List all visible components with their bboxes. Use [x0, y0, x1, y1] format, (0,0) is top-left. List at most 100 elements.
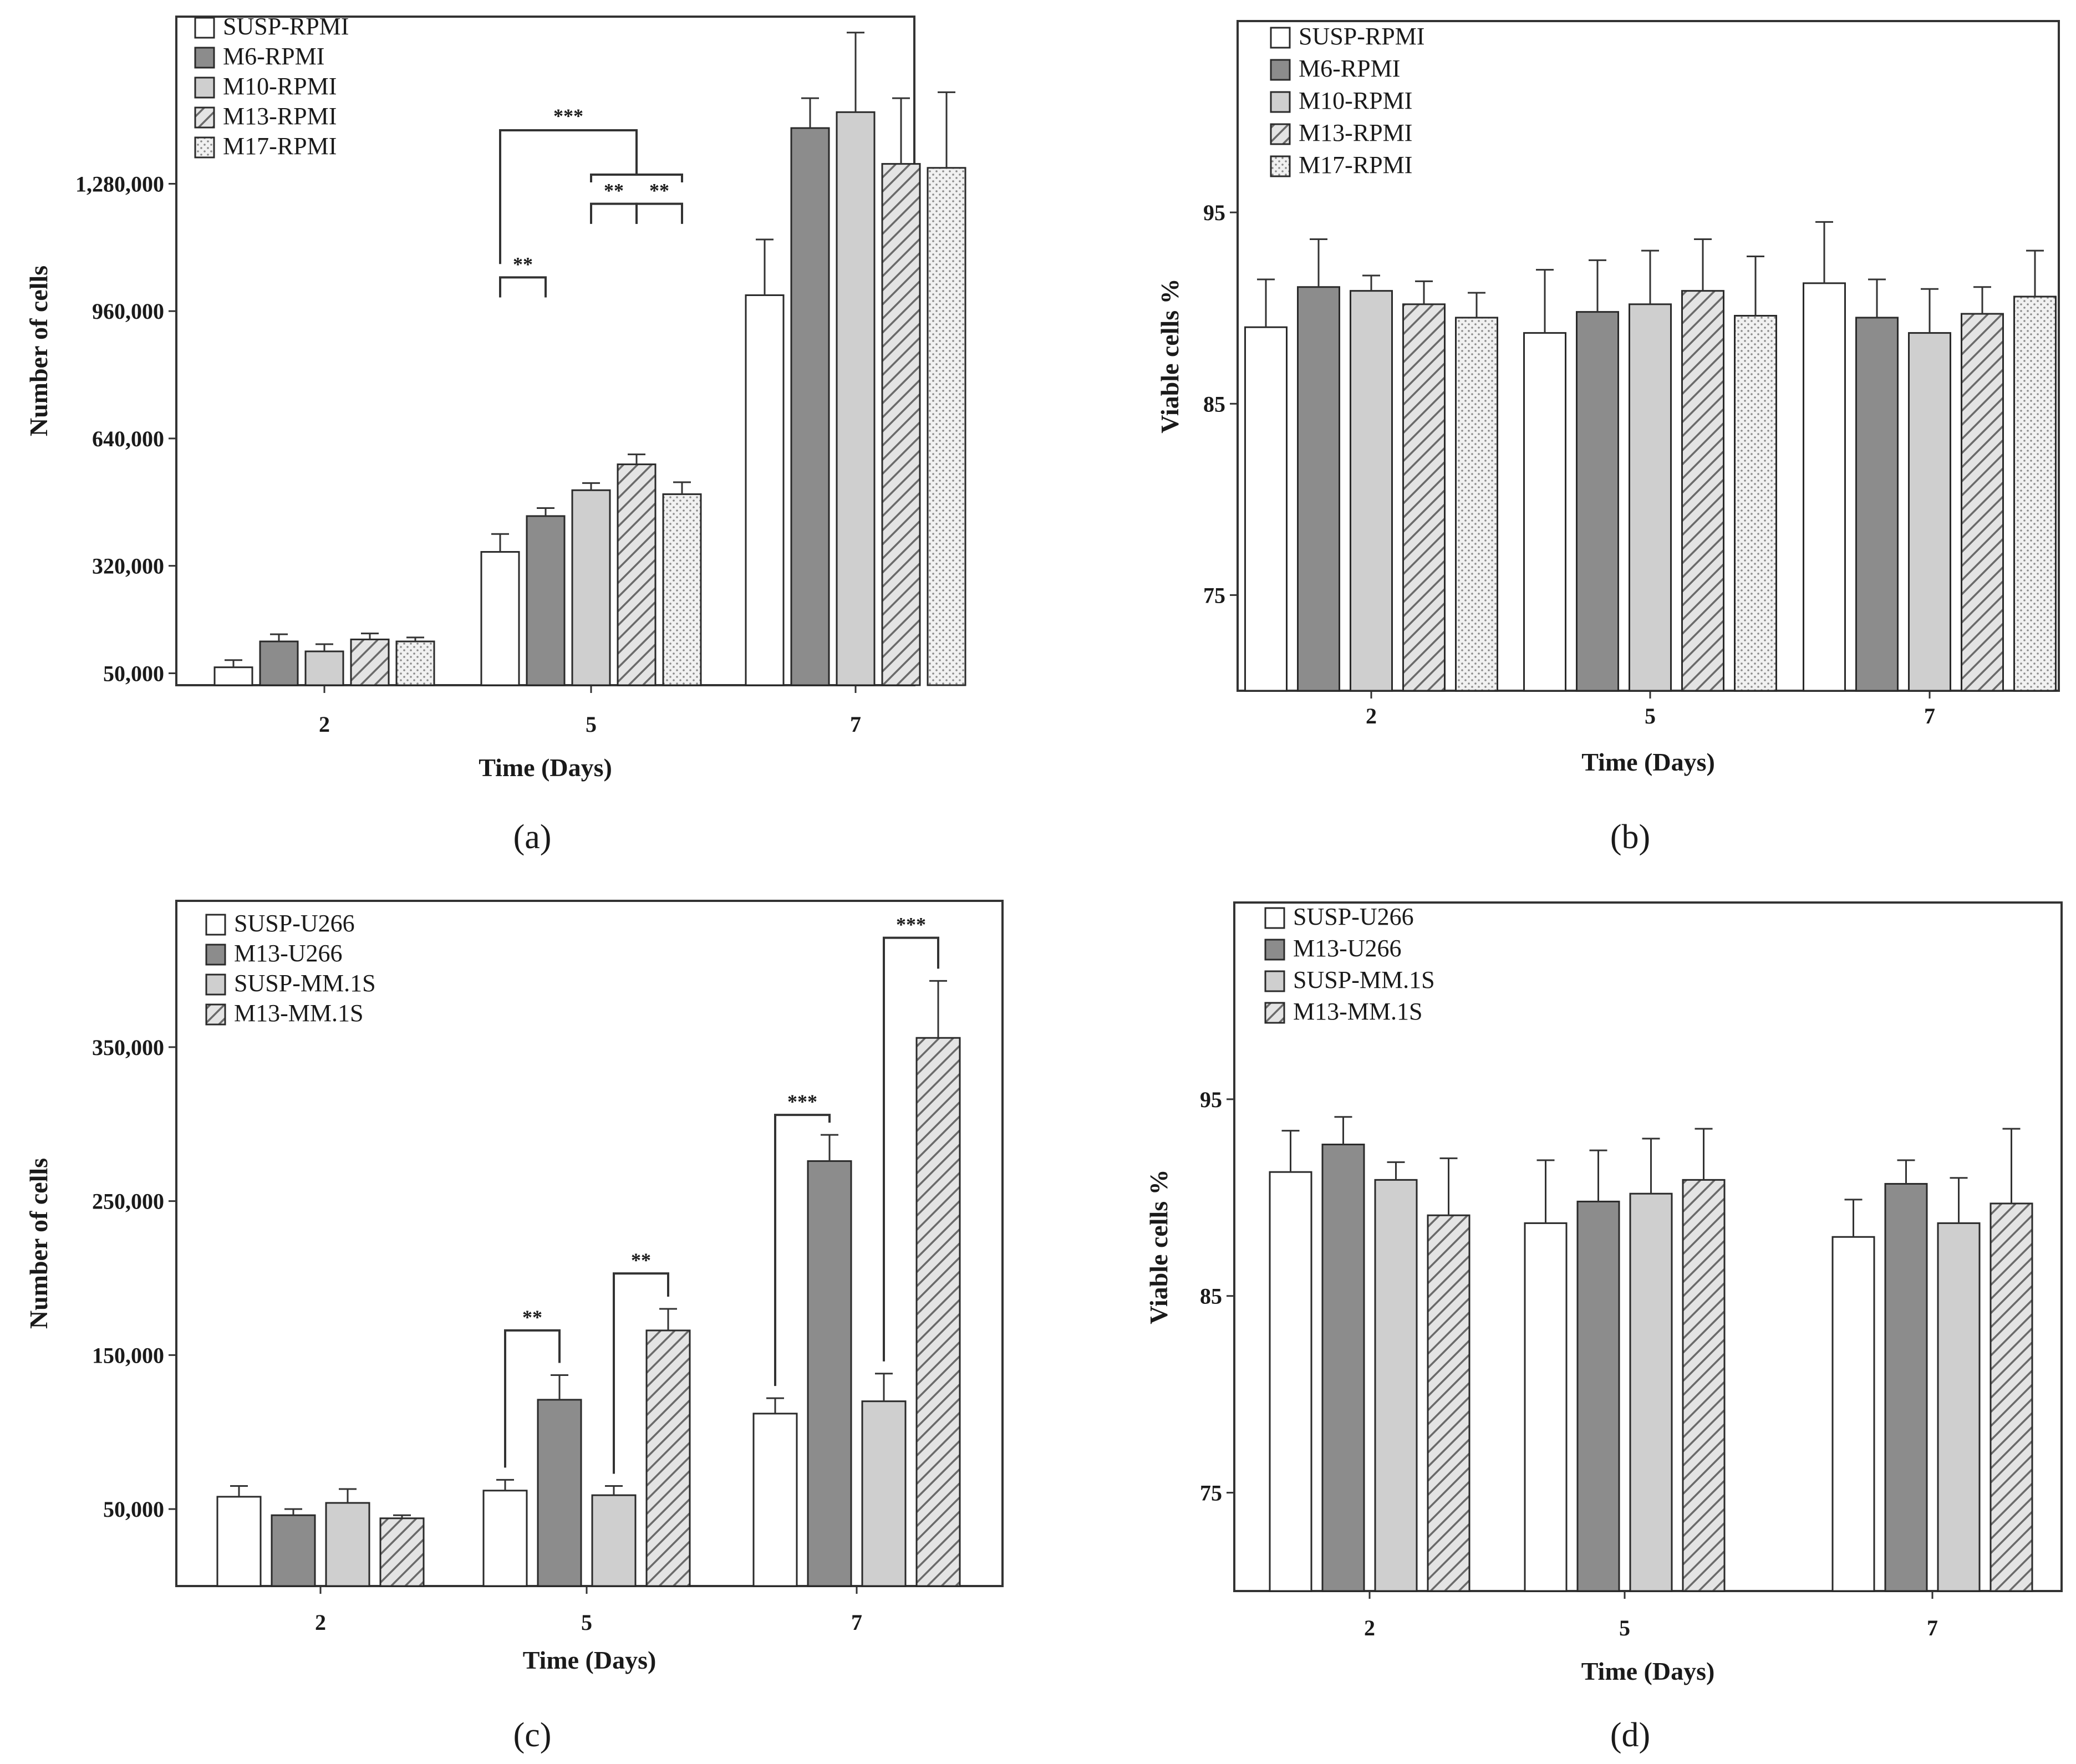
caption-b: (b)	[1610, 818, 1650, 856]
bar	[1831, 1236, 1875, 1592]
significance-label: **	[513, 253, 533, 275]
bar	[1350, 290, 1393, 692]
bar	[1908, 332, 1951, 692]
bar	[1937, 1222, 1981, 1592]
legend-label: M13-MM.1S	[234, 1000, 364, 1027]
significance-label: ***	[896, 914, 926, 936]
bar	[1681, 290, 1724, 692]
legend-label: M13-U266	[1293, 935, 1402, 962]
x-tick-label: 5	[1619, 1615, 1630, 1640]
bar	[1374, 1179, 1418, 1592]
significance-bracket	[774, 1114, 831, 1386]
legend-label: M17-RPMI	[223, 132, 337, 160]
bar	[350, 638, 390, 686]
bar	[752, 1413, 798, 1587]
significance-bracket	[635, 202, 683, 224]
bar	[1297, 286, 1340, 692]
chart-panel-b: 75 85 95 2 5 7 Time (Days) Viable cells % SUSP-R…	[1156, 20, 2060, 776]
bar	[1682, 1179, 1726, 1592]
caption-a: (a)	[513, 818, 552, 856]
legend-label: M13-U266	[234, 940, 343, 967]
bar	[526, 515, 566, 686]
x-axis-label: Time (Days)	[523, 1646, 657, 1674]
significance-bracket	[504, 1329, 561, 1468]
legend-label: M6-RPMI	[223, 43, 324, 70]
significance-bracket	[499, 276, 547, 298]
significance-label: **	[649, 180, 669, 202]
bar	[836, 111, 876, 686]
y-tick-label: 75	[1200, 1481, 1222, 1506]
bar	[645, 1329, 691, 1587]
bar	[1576, 1200, 1620, 1592]
legend-swatch	[1270, 27, 1291, 49]
legend-label: M6-RPMI	[1299, 55, 1400, 82]
legend-swatch	[205, 1003, 226, 1026]
bar	[662, 493, 702, 686]
legend-swatch	[1264, 907, 1285, 929]
legend-swatch	[1270, 91, 1291, 113]
legend-swatch	[1264, 970, 1285, 992]
bar	[807, 1160, 852, 1587]
y-axis-label: Viable cells %	[1156, 278, 1184, 433]
bar	[379, 1517, 425, 1587]
legend-label: SUSP-RPMI	[223, 13, 349, 40]
legend-swatch	[1270, 123, 1291, 145]
bar	[1576, 311, 1619, 692]
legend-swatch	[1264, 1002, 1285, 1024]
x-tick-label: 2	[1364, 1615, 1375, 1640]
significance-bracket-group	[590, 174, 683, 183]
significance-label: ***	[553, 105, 583, 127]
significance-label: **	[522, 1306, 542, 1328]
x-axis-label: Time (Days)	[1581, 1657, 1715, 1685]
legend-label: M13-MM.1S	[1293, 998, 1423, 1025]
bar	[881, 163, 921, 686]
y-axis-label: Viable cells %	[1144, 1169, 1173, 1324]
y-axis-label: Number of cells	[24, 1158, 53, 1329]
legend-swatch	[194, 106, 215, 129]
bar	[617, 463, 657, 686]
legend-label: SUSP-RPMI	[1299, 23, 1424, 50]
y-tick-label: 50,000	[103, 661, 164, 686]
legend-swatch	[1270, 59, 1291, 81]
x-tick-label: 7	[851, 1610, 862, 1635]
legend-label: SUSP-U266	[1293, 903, 1414, 930]
bar	[1734, 315, 1777, 692]
significance-label: **	[604, 180, 624, 202]
y-tick-label: 50,000	[103, 1497, 164, 1522]
y-tick-label: 85	[1203, 391, 1225, 416]
legend-swatch	[194, 77, 215, 99]
bar	[395, 640, 435, 686]
caption-d: (d)	[1610, 1716, 1650, 1754]
x-tick-label: 7	[1924, 703, 1935, 728]
y-tick-label: 85	[1200, 1284, 1222, 1309]
legend-swatch	[194, 136, 215, 159]
x-tick-label: 7	[850, 712, 861, 737]
x-tick-label: 5	[581, 1610, 592, 1635]
bar	[1961, 313, 2004, 692]
y-tick-label: 95	[1200, 1087, 1222, 1112]
y-tick-label: 150,000	[92, 1343, 164, 1368]
significance-bracket	[613, 1272, 669, 1474]
bar	[591, 1494, 637, 1587]
legend-label: M13-RPMI	[223, 103, 337, 130]
significance-bracket	[499, 129, 638, 264]
y-tick-label: 250,000	[92, 1189, 164, 1214]
bar	[304, 650, 344, 686]
bar	[1523, 332, 1566, 692]
bar	[1402, 303, 1446, 692]
bar	[482, 1490, 528, 1587]
bar	[861, 1400, 907, 1587]
legend-swatch	[194, 17, 215, 39]
bar	[1455, 317, 1498, 692]
significance-bracket	[590, 202, 638, 224]
y-tick-label: 640,000	[92, 426, 164, 451]
legend-label: M17-RPMI	[1299, 151, 1412, 179]
bar	[216, 1496, 262, 1587]
chart-panel-c: 50,000 150,000 250,000 350,000 2 5 7 Time (Days…	[24, 900, 1004, 1674]
x-tick-label: 2	[1366, 703, 1377, 728]
bar	[1990, 1202, 2033, 1592]
bar	[927, 167, 966, 686]
legend-swatch	[1270, 155, 1291, 177]
legend-label: SUSP-MM.1S	[234, 970, 376, 997]
